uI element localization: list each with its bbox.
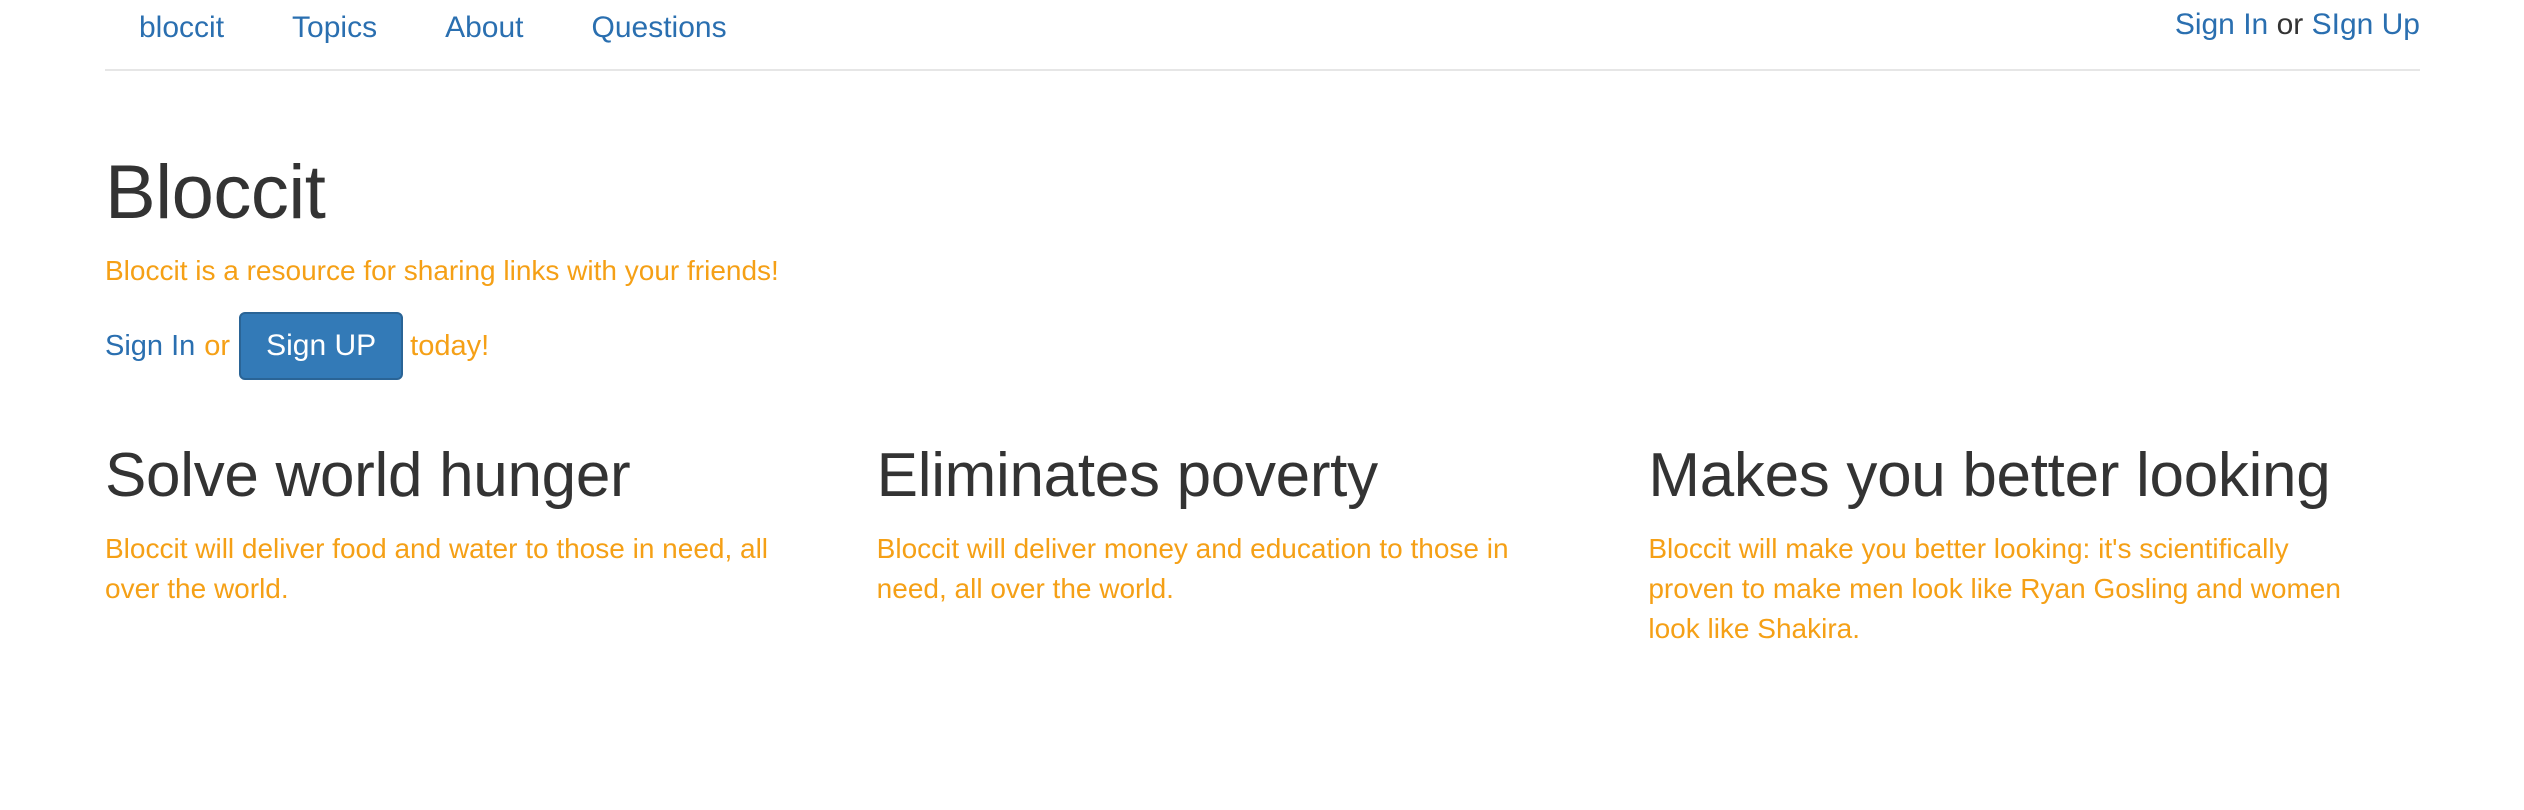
nav-item-about: About [445, 10, 523, 46]
nav-questions-link[interactable]: Questions [591, 11, 727, 44]
hero-cta-row: Sign In or Sign UP today! [105, 311, 489, 381]
nav-item-questions: Questions [592, 10, 727, 46]
nav-sign-up-link[interactable]: SIgn Up [2311, 8, 2420, 41]
hero-sign-in-link[interactable]: Sign In [105, 329, 196, 362]
feature-title: Solve world hunger [105, 441, 631, 510]
feature-column-poverty: Eliminates poverty Bloccit will deliver … [877, 435, 1649, 649]
feature-title: Makes you better looking [1648, 441, 2331, 510]
hero-sign-up-button[interactable]: Sign UP [239, 312, 404, 380]
feature-column-hunger: Solve world hunger Bloccit will deliver … [105, 435, 877, 649]
feature-text: Bloccit will deliver food and water to t… [105, 533, 769, 604]
nav-sign-in-link[interactable]: Sign In [2174, 8, 2269, 41]
feature-text: Bloccit will make you better looking: it… [1648, 533, 2341, 644]
nav-brand-link[interactable]: bloccit [139, 11, 225, 44]
nav-item-topics: Topics [292, 10, 377, 46]
feature-column-looks: Makes you better looking Bloccit will ma… [1648, 435, 2420, 649]
nav-about-link[interactable]: About [445, 11, 524, 44]
top-navbar: bloccit Topics About Questions Sign In o… [105, 0, 2420, 71]
nav-topics-link[interactable]: Topics [292, 11, 378, 44]
nav-auth-links: Sign In or SIgn Up [2175, 7, 2420, 43]
nav-or-text: or [2276, 8, 2304, 41]
page-container: bloccit Topics About Questions Sign In o… [105, 0, 2420, 644]
nav-item-brand: bloccit [139, 10, 224, 46]
feature-text: Bloccit will deliver money and education… [876, 533, 1509, 604]
nav-list: bloccit Topics About Questions [139, 10, 795, 46]
hero-tagline: Bloccit is a resource for sharing links … [105, 255, 779, 286]
hero-or-text: or [204, 329, 231, 362]
features-row: Solve world hunger Bloccit will deliver … [105, 435, 2420, 649]
hero-title: Bloccit [105, 150, 326, 235]
feature-title: Eliminates poverty [876, 441, 1378, 510]
hero-today-text: today! [410, 329, 490, 362]
